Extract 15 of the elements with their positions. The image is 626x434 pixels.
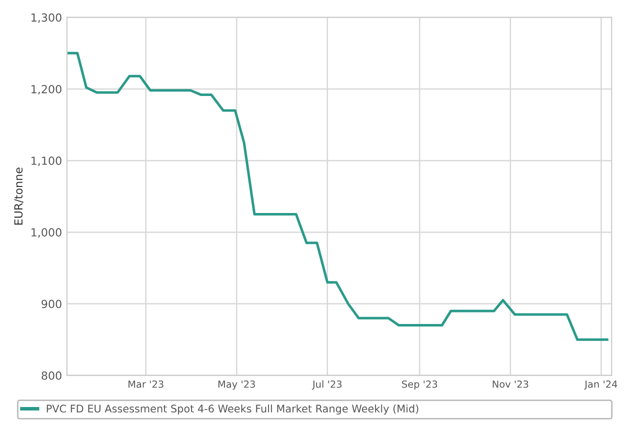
x-tick-label: May '23 — [218, 380, 255, 390]
y-tick-label: 1,000 — [32, 228, 62, 238]
x-tick-label: Jan '24 — [584, 380, 618, 390]
y-tick-label: 800 — [42, 371, 62, 380]
x-tick-label: Jul '23 — [312, 380, 342, 390]
y-tick-label: 900 — [42, 300, 62, 308]
x-tick-label: Mar '23 — [128, 380, 164, 388]
y-tick-label: 1,100 — [32, 156, 62, 166]
y-tick-label: 1,200 — [32, 84, 62, 94]
x-tick-label: Sep '23 — [402, 380, 438, 390]
y-tick-label: 1,300 — [32, 13, 62, 23]
x-tick-label: Nov '23 — [492, 380, 528, 388]
line-series — [66, 52, 608, 341]
legend-label: PVC FD EU Assessment Spot 4-6 Weeks Full Market Range Weekly (Mid) — [46, 404, 418, 415]
y-axis-title: EUR/tonne — [14, 168, 24, 225]
